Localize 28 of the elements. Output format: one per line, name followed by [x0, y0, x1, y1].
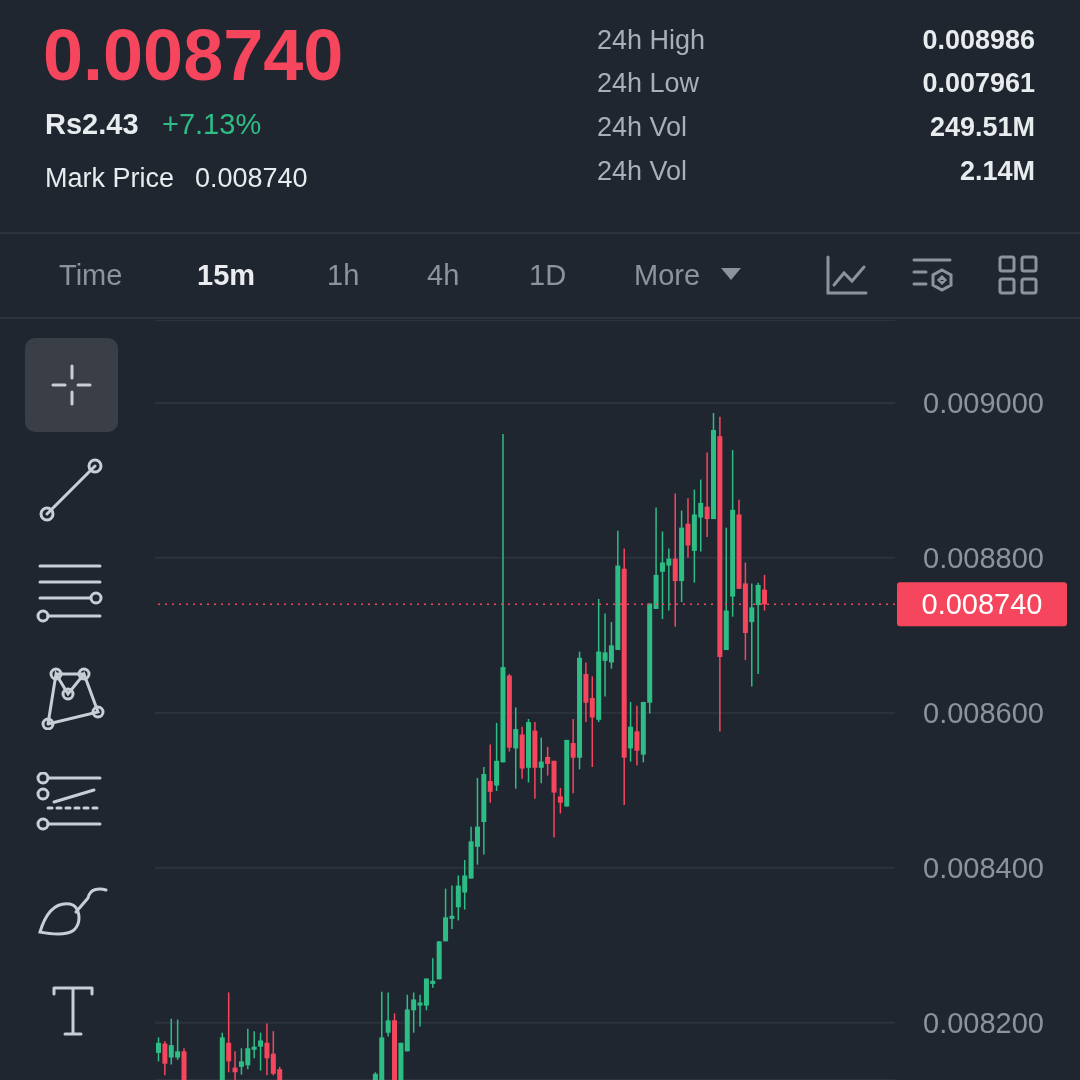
text: Time [59, 259, 123, 292]
text: 249.51M [929, 112, 1035, 143]
candlestick [398, 1042, 404, 1080]
text: 24h High [597, 25, 706, 56]
text: 1D [529, 259, 567, 292]
text: 1h [327, 259, 360, 292]
text: 4h [427, 259, 460, 292]
y-tick-label: 0.008800 [923, 542, 1044, 575]
text: 0.007961 [922, 68, 1035, 99]
y-tick-label: 0.008600 [923, 697, 1044, 730]
candlestick [258, 1031, 264, 1072]
text: Rs2.43 [45, 108, 139, 141]
ref-line-label: 0.008740 [921, 588, 1043, 621]
text: 2.14M [959, 156, 1035, 187]
text: Mark Price [45, 163, 175, 194]
text: 0.008740 [43, 14, 344, 96]
y-tick-label: 0.008400 [923, 852, 1044, 885]
text: 15m [197, 259, 256, 292]
y-tick-label: 0.008200 [923, 1006, 1044, 1039]
candlestick [557, 787, 563, 815]
text: 24h Low [597, 68, 700, 99]
text: 0.008740 [195, 163, 308, 194]
text: 24h Vol [597, 156, 688, 187]
text: 24h Vol [597, 112, 688, 143]
text: +7.13% [162, 108, 262, 141]
y-tick-label: 0.009000 [923, 387, 1044, 420]
text: More [634, 259, 701, 292]
text: 0.008986 [922, 25, 1035, 56]
